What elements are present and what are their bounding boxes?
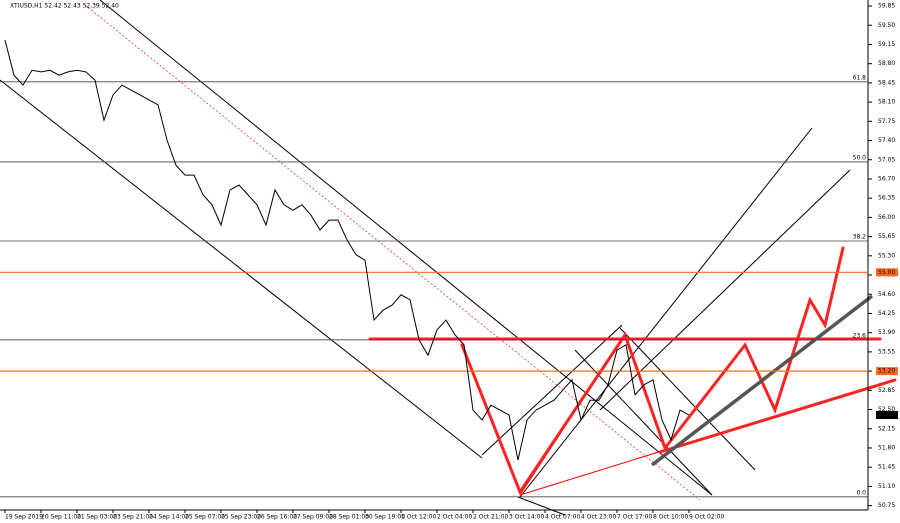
y-tick-label: 57.40 [878, 137, 895, 144]
y-tick-label: 52.50 [878, 406, 895, 413]
price-line [4, 39, 690, 461]
x-tick-label: 20 Sep 11:00 [41, 514, 81, 521]
y-tick-label: 59.15 [878, 41, 895, 48]
x-tick-label: 21 Sep 03:00 [77, 514, 117, 521]
y-tick-label: 51.45 [878, 464, 895, 471]
x-tick-label: 26 Sep 16:00 [257, 514, 297, 521]
x-tick-label: 4 Oct 07:00 [545, 514, 580, 521]
y-tick-label: 51.80 [878, 444, 895, 451]
y-tick-label: 57.75 [878, 118, 895, 125]
fib-label: 61.8 [853, 74, 867, 81]
x-tick-label: 2 Oct 04:00 [437, 514, 472, 521]
y-tick-label: 57.05 [878, 156, 895, 163]
fib-label: 38.2 [853, 234, 867, 241]
price-tag-label: 55.00 [878, 269, 895, 276]
chart-title: XTIUSD,H1 52.42 52.43 52.39 52.40 [10, 3, 119, 10]
x-tick-label: 9 Oct 02:00 [689, 514, 724, 521]
y-tick-label: 54.60 [878, 291, 895, 298]
x-tick-label: 25 Sep 07:00 [185, 514, 225, 521]
y-tick-label: 54.25 [878, 310, 895, 317]
channel-base [517, 496, 566, 516]
x-tick-label: 27 Sep 09:00 [293, 514, 333, 521]
x-tick-label: 4 Oct 23:00 [581, 514, 616, 521]
down-channel-a [619, 327, 756, 471]
red-support [658, 378, 897, 454]
y-tick-label: 51.10 [878, 483, 895, 490]
y-tick-label: 52.85 [878, 387, 895, 394]
y-tick-label: 56.70 [878, 175, 895, 182]
y-tick-label: 52.15 [878, 425, 895, 432]
fib-label: 50.0 [853, 154, 867, 161]
x-tick-label: 24 Sep 14:00 [149, 514, 189, 521]
up-channel-a [481, 324, 623, 456]
channel-lines [0, 0, 851, 516]
y-tick-label: 53.55 [878, 348, 895, 355]
x-tick-label: 8 Oct 10:00 [653, 514, 688, 521]
y-tick-label: 56.00 [878, 214, 895, 221]
x-tick-label: 19 Sep 2019 [5, 514, 43, 521]
price-tag-label: 53.20 [878, 368, 895, 375]
up-channel-b [519, 127, 813, 498]
channel-lower [0, 79, 483, 459]
red-zigzag [460, 246, 845, 496]
x-tick-label: 25 Sep 23:00 [221, 514, 261, 521]
red-arrows [368, 246, 897, 496]
x-tick-label: 28 Sep 01:00 [329, 514, 369, 521]
x-tick-label: 23 Sep 21:00 [113, 514, 153, 521]
y-tick-label: 58.45 [878, 79, 895, 86]
y-tick-label: 53.90 [878, 329, 895, 336]
last-price-label: 52.40 [878, 412, 895, 419]
y-tick-label: 58.80 [878, 60, 895, 67]
dotted-trend [84, 4, 701, 501]
fib-label: 0.0 [856, 489, 866, 496]
gray-arrow [650, 294, 874, 467]
y-tick-label: 55.65 [878, 233, 895, 240]
x-tick-label: 3 Oct 14:00 [509, 514, 544, 521]
red-thin [519, 449, 666, 496]
y-tick-label: 56.35 [878, 195, 895, 202]
last-price-tag [876, 411, 898, 420]
y-tick-label: 59.85 [878, 3, 895, 10]
up-channel-c [599, 169, 851, 411]
y-tick-label: 50.75 [878, 502, 895, 509]
x-tick-label: 30 Sep 19:00 [365, 514, 405, 521]
y-tick-label: 55.30 [878, 252, 895, 259]
x-tick-label: 2 Oct 21:00 [473, 514, 508, 521]
y-tick-label: 58.10 [878, 99, 895, 106]
price-tag [876, 268, 898, 277]
x-tick-label: 7 Oct 17:00 [617, 514, 652, 521]
x-tick-label: 1 Oct 12:00 [401, 514, 436, 521]
fib-label: 23.6 [853, 332, 867, 339]
price-tag [876, 367, 898, 376]
channel-upper [99, 0, 713, 496]
y-tick-label: 59.50 [878, 22, 895, 29]
